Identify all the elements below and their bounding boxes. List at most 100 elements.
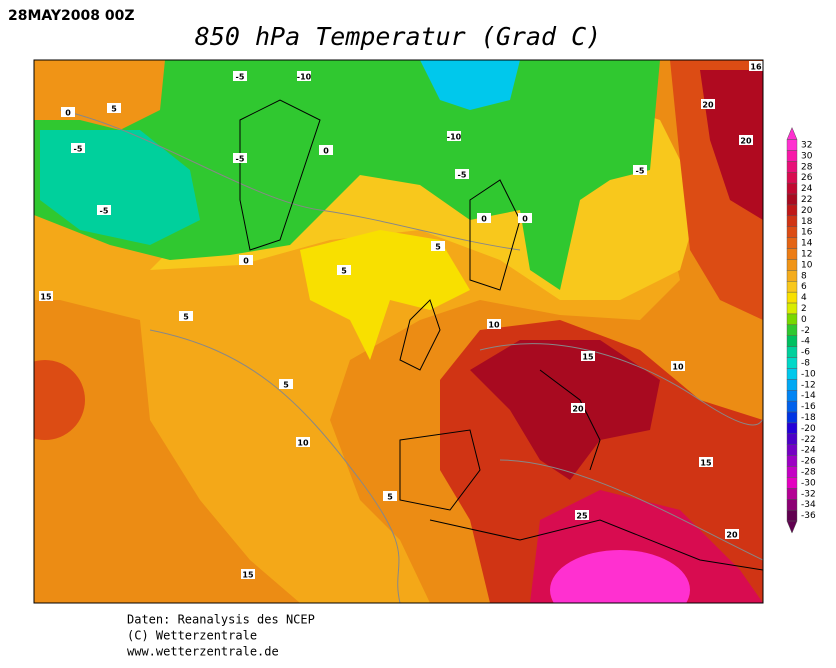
field-hot-core xyxy=(470,340,660,480)
legend-swatch xyxy=(786,204,798,217)
legend-swatch xyxy=(786,150,798,162)
footer-line: (C) Wetterzentrale xyxy=(127,629,257,643)
legend-swatch xyxy=(786,411,798,424)
title: 850 hPa Temperatur (Grad C) xyxy=(195,22,601,51)
legend-swatch xyxy=(786,379,798,391)
legend-label: 6 xyxy=(801,282,807,292)
contour-label: -5 xyxy=(74,145,83,154)
contour-label: 20 xyxy=(740,137,752,146)
contour-label-box xyxy=(179,311,193,321)
legend-swatch xyxy=(786,368,798,380)
legend-label: 28 xyxy=(801,162,813,172)
legend-swatch xyxy=(786,455,798,467)
contour-label-box xyxy=(571,403,585,413)
legend-swatch xyxy=(786,302,798,315)
legend-label: 20 xyxy=(801,206,813,216)
coastlines xyxy=(239,99,763,571)
contour-label: 0 xyxy=(323,147,329,156)
legend-swatch xyxy=(786,433,798,445)
contour-label: 16 xyxy=(750,63,762,72)
map-frame xyxy=(33,59,764,604)
contour-label-box xyxy=(107,103,121,113)
legend-label: 8 xyxy=(801,271,807,281)
legend-swatch xyxy=(786,357,798,369)
legend-label: -36 xyxy=(801,511,816,521)
legend-swatch xyxy=(786,270,798,282)
legend-label: -32 xyxy=(801,489,816,499)
legend-label: -10 xyxy=(801,369,816,379)
footer-line: www.wetterzentrale.de xyxy=(127,645,279,659)
field-cold-core xyxy=(420,60,520,110)
legend-swatch xyxy=(786,193,798,206)
legend-swatch xyxy=(786,226,798,238)
legend-label: -12 xyxy=(801,380,816,390)
legend-label: 30 xyxy=(801,151,813,161)
legend-label: -2 xyxy=(801,326,810,336)
contour-label: 5 xyxy=(283,381,289,390)
contour-label-box xyxy=(633,165,647,175)
legend-swatch xyxy=(786,215,798,227)
footer-line: Daten: Reanalysis des NCEP xyxy=(127,613,315,627)
legend-swatch xyxy=(786,182,798,195)
isotherms xyxy=(59,109,763,603)
contour-label-box xyxy=(477,213,491,223)
legend-label: -14 xyxy=(801,391,816,401)
legend-swatch xyxy=(786,466,798,478)
contour-label-box xyxy=(581,351,595,361)
contour-label: -10 xyxy=(297,73,312,82)
contour-label-box xyxy=(71,143,85,153)
legend-label: 24 xyxy=(801,184,813,194)
contour-label: 25 xyxy=(576,512,588,521)
contour-label: 20 xyxy=(726,531,738,540)
contour-label-box xyxy=(296,437,310,447)
contour-label: -5 xyxy=(100,207,109,216)
legend-swatch xyxy=(786,237,798,249)
legend-label: 14 xyxy=(801,239,813,249)
contour-label-box xyxy=(455,169,469,179)
date: 28MAY2008 00Z xyxy=(8,8,135,24)
legend-label: 4 xyxy=(801,293,807,303)
field-green xyxy=(34,60,660,290)
legend-swatch xyxy=(786,444,798,456)
legend-swatch xyxy=(786,488,798,500)
legend-swatch xyxy=(786,172,798,184)
contour-label-box xyxy=(61,107,75,117)
field-cold xyxy=(40,130,200,245)
field-atlantic-warm xyxy=(34,360,85,440)
contour-label: 15 xyxy=(582,353,594,362)
contour-label: 15 xyxy=(700,459,712,468)
legend-swatch xyxy=(786,139,798,151)
contour-label-box xyxy=(233,71,247,81)
contour-label-box xyxy=(701,99,715,109)
color-legend: 32302826242220181614121086420-2-4-6-8-10… xyxy=(786,126,816,534)
contour-label-box xyxy=(97,205,111,215)
legend-label: -8 xyxy=(801,359,810,369)
contour-label: -10 xyxy=(447,133,462,142)
field-africa-core xyxy=(550,550,690,603)
legend-label: -30 xyxy=(801,478,816,488)
contour-label: 5 xyxy=(341,267,347,276)
legend-label: -6 xyxy=(801,348,810,358)
contour-label: -5 xyxy=(636,167,645,176)
field-yellow-bright xyxy=(300,230,470,360)
legend-label: -28 xyxy=(801,468,816,478)
legend-swatch xyxy=(786,248,798,260)
contour-label: -5 xyxy=(236,73,245,82)
legend-label: 12 xyxy=(801,250,812,260)
contour-label: 15 xyxy=(40,293,52,302)
contour-label-box xyxy=(297,71,311,81)
contour-label: 5 xyxy=(387,493,393,502)
contour-label: 5 xyxy=(183,313,189,322)
legend-label: -20 xyxy=(801,424,816,434)
legend-swatch xyxy=(786,390,798,402)
legend-label: 0 xyxy=(801,315,807,325)
legend-swatch xyxy=(786,400,798,413)
contour-label: 20 xyxy=(702,101,714,110)
legend-label: -26 xyxy=(801,457,816,467)
contour-label-box xyxy=(233,153,247,163)
legend-swatch xyxy=(786,335,798,347)
contour-label: 5 xyxy=(111,105,117,114)
contour-label: -5 xyxy=(236,155,245,164)
map: 0-5-105-5-100-5-5-5-1000055-501620201555… xyxy=(34,60,763,603)
contour-label-box xyxy=(239,255,253,265)
